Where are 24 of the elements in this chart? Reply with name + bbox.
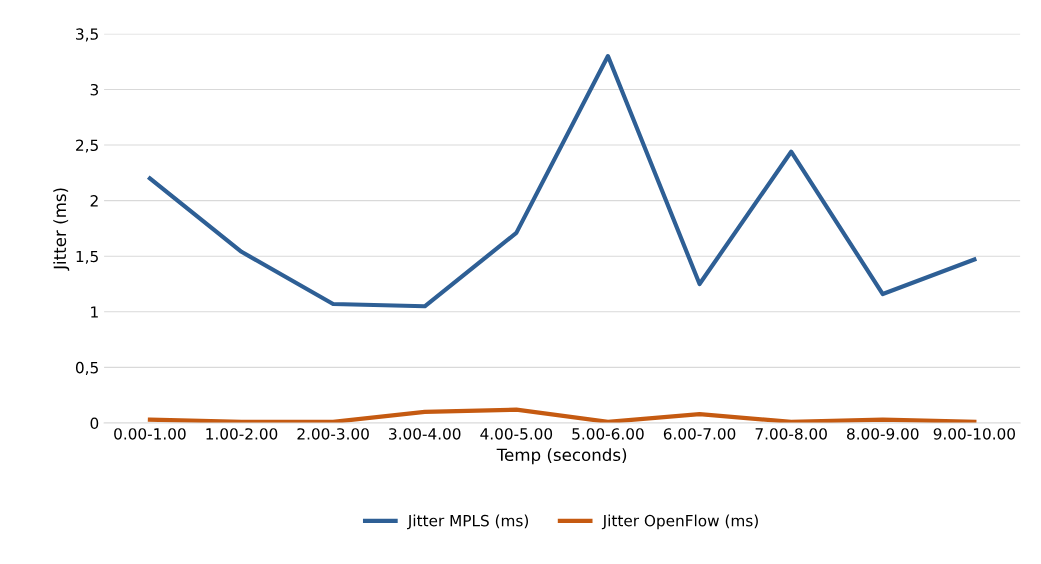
y-tick-label: 3 xyxy=(90,83,99,96)
y-tick-label: 1 xyxy=(91,306,98,318)
legend-label: Jitter MPLS (ms) xyxy=(407,514,529,530)
y-tick-label: 0,5 xyxy=(75,361,98,375)
x-tick-label: 0.00-1.00 xyxy=(114,428,186,440)
y-axis-title: Jitter (ms) xyxy=(53,188,70,271)
x-tick-label: 4.00-5.00 xyxy=(480,428,553,440)
x-tick-label: 1.00-2.00 xyxy=(206,428,278,440)
y-tick-label: 2,5 xyxy=(76,139,98,153)
x-tick-label: 8.00-9.00 xyxy=(847,428,919,440)
x-tick-label: 9.00-10.00 xyxy=(933,428,1015,440)
y-tick-label: 0 xyxy=(90,417,99,430)
legend-label: Jitter OpenFlow (ms) xyxy=(601,514,758,530)
x-tick-label: 7.00-8.00 xyxy=(755,428,827,440)
x-tick-label: 3.00-4.00 xyxy=(389,428,461,440)
y-tick-label: 1,5 xyxy=(76,250,98,264)
x-tick-label: 5.00-6.00 xyxy=(572,428,644,440)
x-tick-label: 6.00-7.00 xyxy=(663,428,736,440)
x-axis-title: Temp (seconds) xyxy=(496,448,627,465)
y-tick-label: 2 xyxy=(90,195,98,207)
y-tick-label: 3,5 xyxy=(76,28,98,42)
line-series xyxy=(147,53,977,309)
line-series xyxy=(147,407,977,423)
x-tick-label: 2.00-3.00 xyxy=(297,428,369,440)
